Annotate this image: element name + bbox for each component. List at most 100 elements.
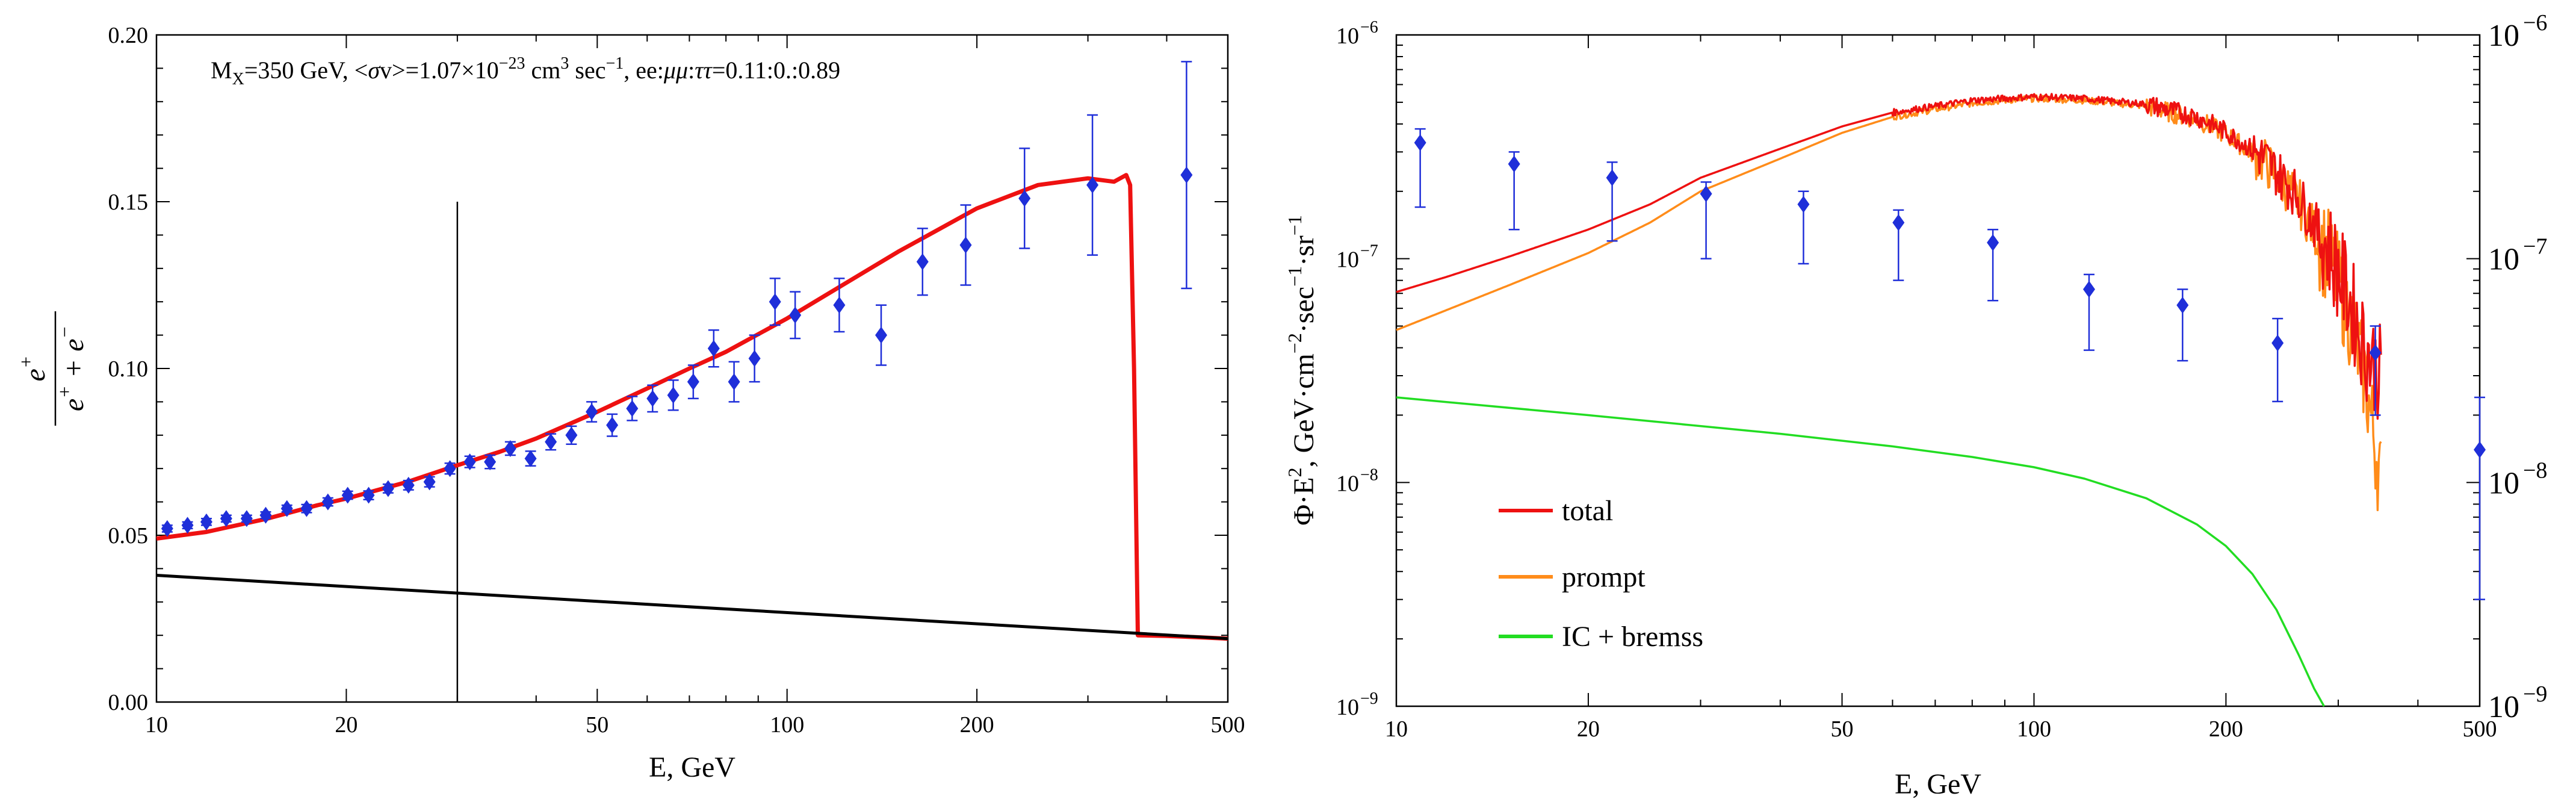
left-data-point — [161, 520, 173, 537]
left-x-tick-label: 20 — [335, 712, 358, 738]
legend-label-total: total — [1562, 495, 1613, 527]
legend-label-ic-bremss: IC + bremss — [1562, 621, 1703, 653]
left-data-points — [161, 61, 1193, 537]
left-data-point — [259, 506, 272, 524]
right-y-tick-label-exp: −9 — [1360, 689, 1378, 708]
left-y-tick-label: 0.20 — [108, 23, 149, 48]
left-data-point — [280, 500, 293, 517]
left-data-point — [200, 513, 212, 530]
right-x-axis-label: E, GeV — [1895, 768, 1981, 800]
right-y-tick-label-secondary: 10 — [2488, 690, 2519, 724]
left-data-point — [1018, 148, 1031, 249]
right-data-point — [2176, 288, 2189, 362]
right-data-points — [1414, 128, 2486, 600]
left-x-tick-label: 200 — [960, 712, 994, 738]
right-data-point — [1797, 190, 1810, 265]
right-y-tick-label-secondary-exp: −7 — [2523, 234, 2547, 259]
right-x-tick-label: 100 — [2017, 716, 2051, 742]
right-y-tick-label-exp: −6 — [1360, 18, 1378, 37]
right-y-tick-label: 10 — [1336, 695, 1359, 720]
right-data-point — [2082, 273, 2095, 351]
left-data-point — [789, 291, 802, 340]
legend-label-prompt: prompt — [1562, 561, 1646, 593]
left-data-point — [504, 440, 516, 457]
left-data-point — [423, 473, 436, 491]
left-x-tick-label: 500 — [1211, 712, 1245, 738]
right-y-tick-label: 10 — [1336, 23, 1359, 49]
left-y-label-denominator: e+ + e− — [54, 326, 90, 411]
left-data-point — [1180, 61, 1193, 290]
right-y-tick-label-exp: −7 — [1360, 242, 1378, 261]
right-y-tick-label-secondary: 10 — [2488, 243, 2519, 277]
right-x-tick-label: 200 — [2209, 716, 2243, 742]
right-legend: total prompt IC + bremss — [1499, 495, 1703, 653]
left-data-point — [916, 228, 929, 296]
left-data-point — [362, 486, 375, 504]
right-data-point — [2474, 396, 2486, 600]
right-data-point — [1508, 151, 1520, 231]
left-data-point — [959, 204, 972, 286]
right-x-tick-label: 50 — [1831, 716, 1854, 742]
left-data-point — [300, 500, 313, 517]
left-y-label-numerator: e+ — [15, 356, 51, 382]
left-data-point — [728, 361, 740, 403]
left-data-point — [545, 433, 557, 451]
right-y-tick-label-secondary-exp: −6 — [2523, 10, 2547, 36]
right-y-tick-label-secondary-exp: −9 — [2523, 682, 2547, 707]
left-data-point — [565, 425, 578, 446]
right-x-tick-label: 20 — [1577, 716, 1600, 742]
left-x-axis-label: E, GeV — [649, 751, 735, 783]
left-chart: 10 20 50 100 200 500 0.00 0.05 0.10 0.15 0.20 MX=3… — [15, 23, 1245, 783]
right-y-tick-label-secondary: 10 — [2488, 466, 2519, 500]
left-x-tick-label: 10 — [145, 712, 168, 738]
right-series-total — [1396, 93, 2382, 420]
left-y-tick-label: 0.05 — [108, 523, 149, 549]
left-data-point — [484, 453, 497, 471]
right-data-point — [1414, 128, 1426, 208]
right-data-point — [1987, 228, 1999, 302]
left-data-point — [240, 510, 253, 527]
left-data-point — [402, 476, 415, 494]
left-data-point — [875, 304, 888, 366]
left-data-point — [586, 401, 598, 423]
left-data-point — [833, 278, 846, 333]
right-data-point — [2271, 317, 2284, 403]
left-data-point — [646, 384, 659, 413]
left-data-point — [707, 329, 720, 368]
right-y-tick-label: 10 — [1336, 471, 1359, 496]
right-x-tick-label: 500 — [2463, 716, 2497, 742]
left-data-point — [444, 460, 456, 477]
left-y-tick-label: 0.15 — [108, 190, 149, 215]
right-series — [1396, 93, 2382, 707]
left-data-point — [524, 450, 537, 467]
right-y-tick-label-exp: −8 — [1360, 465, 1378, 484]
right-x-tick-label: 10 — [1385, 716, 1408, 742]
right-series-ic-bremss — [1396, 396, 2325, 707]
left-series-background — [156, 574, 1228, 641]
right-y-axis-label: Φ·E2, GeV·cm−2·sec−1·sr−1 — [1284, 215, 1320, 526]
left-data-point — [181, 517, 194, 534]
right-y-tick-label-secondary: 10 — [2488, 19, 2519, 53]
right-plot-frame — [1395, 34, 2481, 707]
left-data-point — [341, 486, 354, 504]
left-data-point — [626, 396, 639, 421]
left-ticks: 10 20 50 100 200 500 0.00 0.05 0.10 0.15 0.20 — [108, 23, 1245, 738]
right-y-tick-label: 10 — [1336, 247, 1359, 273]
left-data-point — [463, 453, 476, 471]
left-data-point — [382, 480, 394, 497]
right-data-point — [1606, 161, 1618, 242]
left-data-point — [606, 413, 619, 437]
left-x-tick-label: 100 — [770, 712, 804, 738]
right-data-point — [1700, 181, 1712, 259]
left-data-point — [687, 364, 699, 400]
right-data-point — [1892, 209, 1905, 281]
left-y-tick-label: 0.00 — [108, 690, 149, 715]
left-data-point — [667, 379, 680, 411]
left-data-point — [748, 334, 761, 383]
left-data-point — [321, 493, 334, 511]
left-y-tick-label: 0.10 — [108, 356, 149, 382]
